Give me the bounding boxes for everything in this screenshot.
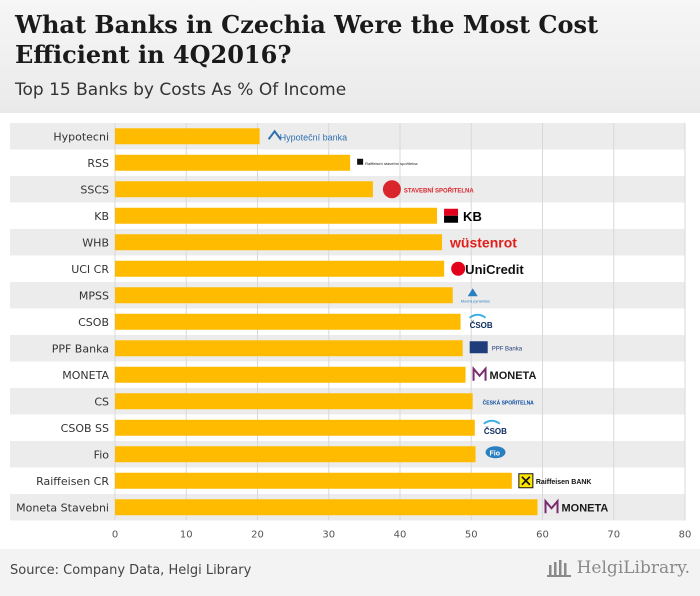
bar [115, 181, 373, 198]
bar [115, 472, 512, 489]
x-tick-label: 0 [112, 530, 118, 541]
chart-subtitle: Top 15 Banks by Costs As % Of Income [15, 80, 347, 100]
category-label: SSCS [80, 183, 109, 196]
helgi-library-logo: HelgiLibrary. [546, 558, 690, 578]
category-label: CSOB [78, 316, 109, 329]
logo-text: Modrá pyramida [461, 298, 491, 303]
category-label: MPSS [79, 289, 109, 302]
bank-logo: Modrá pyramida [461, 288, 491, 303]
logo-text: MONETA [490, 370, 537, 382]
category-label: MONETA [62, 369, 109, 382]
bar [115, 207, 438, 224]
logo-text: MONETA [562, 502, 609, 514]
logo-text: Hypoteční banka [280, 132, 348, 142]
bar [115, 340, 463, 357]
bar [115, 313, 461, 330]
category-label: RSS [87, 157, 109, 170]
category-label: CSOB SS [61, 422, 109, 435]
logo-text: wüstenrot [449, 234, 517, 250]
category-label: Raiffeisen CR [36, 475, 109, 488]
bar [115, 287, 453, 304]
category-label: Hypotecni [53, 130, 109, 143]
bank-logo: MONETA [544, 498, 609, 514]
category-label: Fio [94, 448, 110, 461]
bar [115, 393, 473, 410]
bank-logo: Hypoteční banka [267, 129, 348, 142]
category-label: Moneta Stavebni [16, 501, 109, 514]
bank-logo: Raiffeisen stavební spořitelna [357, 158, 418, 166]
logo-text: ČSOB [470, 321, 493, 330]
bank-logo: UniCredit [451, 261, 524, 277]
logo-text: Raiffeisen BANK [536, 479, 592, 486]
bank-logo: MONETA [472, 366, 537, 382]
logo-text: Raiffeisen stavební spořitelna [365, 161, 418, 166]
category-label: WHB [82, 236, 109, 249]
logo-text: UniCredit [465, 262, 524, 277]
category-label: KB [94, 210, 109, 223]
bar [115, 366, 466, 383]
logo-text: ČSOB [484, 427, 507, 436]
logo-text: ČESKÁ SPOŘITELNA [483, 398, 535, 406]
bar [115, 234, 443, 251]
category-label: CS [94, 395, 109, 408]
logo-text: PPF Banka [492, 346, 523, 352]
bar [115, 419, 475, 436]
x-tick-label: 60 [536, 530, 549, 541]
x-tick-label: 70 [607, 530, 620, 541]
bank-logo: Fio [485, 446, 506, 459]
logo-text: Fio [490, 450, 501, 457]
x-tick-label: 20 [251, 530, 264, 541]
bank-logo: ČESKÁ SPOŘITELNA [483, 398, 535, 406]
x-tick-label: 50 [465, 530, 478, 541]
bar [115, 499, 538, 516]
logo-text: KB [463, 209, 482, 224]
bar [115, 260, 445, 277]
bar [115, 128, 260, 145]
x-tick-label: 10 [180, 530, 193, 541]
bank-logo: Raiffeisen BANK [518, 473, 592, 489]
library-building-icon [546, 560, 571, 577]
bank-logo: wüstenrot [449, 234, 517, 250]
footer [0, 549, 700, 596]
logo-text: STAVEBNÍ SPOŘITELNA [404, 186, 474, 194]
bar [115, 154, 351, 171]
bank-logo: KB [444, 208, 482, 224]
x-tick-label: 40 [394, 530, 407, 541]
source-note: Source: Company Data, Helgi Library [10, 563, 252, 578]
row-band [10, 123, 685, 150]
bank-logo: ČSOB [483, 419, 507, 436]
bank-logo: PPF Banka [469, 341, 523, 354]
x-tick-label: 80 [679, 530, 692, 541]
category-label: PPF Banka [52, 342, 109, 355]
x-tick-label: 30 [322, 530, 335, 541]
category-label: UCI CR [71, 263, 109, 276]
bank-logo: ČSOB [468, 313, 493, 330]
bar [115, 446, 476, 463]
brand-text: HelgiLibrary. [576, 558, 690, 578]
chart-title: What Banks in Czechia Were the Most Cost… [15, 10, 599, 69]
bar-chart: 0 10 20 30 40 50 60 70 80 Hypotecni Hypoteční bank… [10, 123, 692, 541]
header: What Banks in Czechia Were the Most Cost… [0, 0, 700, 113]
bank-logo: STAVEBNÍ SPOŘITELNA [382, 180, 474, 199]
